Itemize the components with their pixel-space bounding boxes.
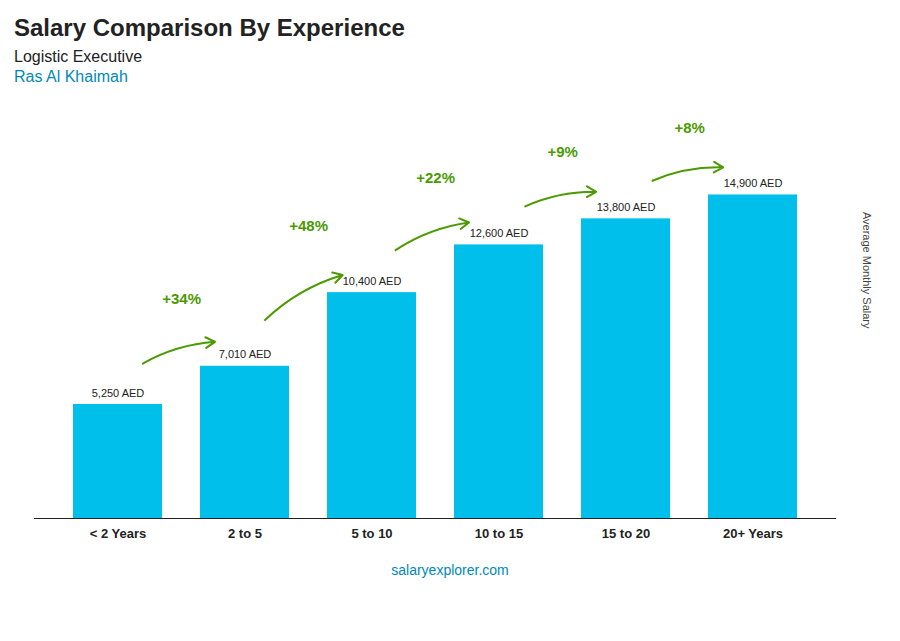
svg-text:+34%: +34% bbox=[162, 290, 201, 307]
svg-text:20+ Years: 20+ Years bbox=[723, 526, 783, 541]
svg-text:12,600 AED: 12,600 AED bbox=[470, 227, 529, 239]
svg-text:2 to 5: 2 to 5 bbox=[228, 526, 262, 541]
svg-text:13,800 AED: 13,800 AED bbox=[597, 201, 656, 213]
svg-text:7,010 AED: 7,010 AED bbox=[219, 348, 272, 360]
svg-text:< 2 Years: < 2 Years bbox=[90, 526, 147, 541]
svg-text:10 to 15: 10 to 15 bbox=[475, 526, 523, 541]
svg-text:15 to 20: 15 to 20 bbox=[602, 526, 650, 541]
svg-text:+8%: +8% bbox=[674, 119, 704, 136]
svg-text:5,250 AED: 5,250 AED bbox=[92, 387, 145, 399]
svg-text:5 to 10: 5 to 10 bbox=[351, 526, 392, 541]
svg-text:14,900 AED: 14,900 AED bbox=[724, 177, 783, 189]
svg-text:Average Monthly Salary: Average Monthly Salary bbox=[861, 212, 873, 329]
svg-text:10,400 AED: 10,400 AED bbox=[343, 275, 402, 287]
svg-text:+22%: +22% bbox=[416, 169, 455, 186]
svg-text:+48%: +48% bbox=[289, 217, 328, 234]
html-text:salaryexplorer.com: salaryexplorer.com bbox=[391, 562, 509, 578]
html-text:Ras Al Khaimah: Ras Al Khaimah bbox=[14, 68, 128, 85]
html-text:Logistic Executive: Logistic Executive bbox=[14, 48, 143, 65]
svg-text:+9%: +9% bbox=[547, 143, 577, 160]
html-text:Salary Comparison By Experienc: Salary Comparison By Experience bbox=[14, 14, 405, 41]
